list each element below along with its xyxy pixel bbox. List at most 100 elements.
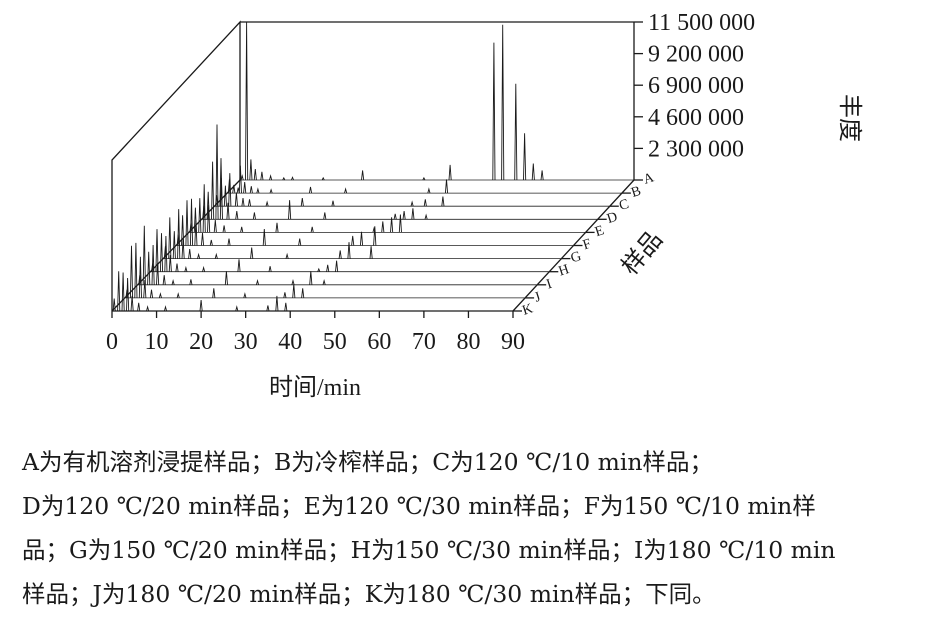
- trace-K: [112, 271, 513, 312]
- trace-peak: [176, 292, 180, 299]
- trace-peak: [155, 229, 159, 272]
- trace-peak: [185, 200, 189, 246]
- trace-B: [227, 165, 622, 194]
- trace-peak: [309, 271, 313, 285]
- trace-peak: [134, 242, 138, 298]
- x-tick-label: 60: [367, 329, 391, 355]
- x-tick-label: 50: [323, 329, 347, 355]
- frame-left-wall: [111, 20, 241, 311]
- trace-peak: [338, 250, 342, 259]
- trace-peak: [285, 252, 289, 259]
- trace-peak: [222, 225, 226, 233]
- trace-peak: [138, 256, 142, 298]
- chromatogram-chart: 0 10 20 30 40 50 60 70 80 90 11 500 000 9 200 000 6…: [106, 10, 863, 401]
- trace-peak: [291, 278, 295, 285]
- trace-peak: [149, 289, 154, 298]
- trace-peak: [237, 259, 241, 272]
- trace-peak: [347, 242, 351, 259]
- trace-peak: [523, 133, 527, 181]
- trace-peak: [121, 272, 125, 312]
- trace-peak: [232, 184, 236, 194]
- trace-peak: [323, 212, 327, 220]
- trace-peak: [265, 200, 269, 207]
- trace-peak: [117, 271, 121, 312]
- trace-peak: [235, 305, 239, 312]
- trace-peak: [240, 226, 244, 233]
- trace-peak: [142, 225, 146, 285]
- sample-tick-label: F: [581, 237, 593, 254]
- sample-axis-title: 样品: [616, 226, 668, 280]
- trace-peak: [151, 244, 155, 285]
- trace-peak: [441, 196, 445, 207]
- trace-peak: [147, 251, 151, 285]
- abundance-axis-title: 丰度: [836, 94, 863, 142]
- trace-F: [176, 198, 574, 246]
- sample-tick-label: J: [533, 290, 543, 306]
- trace-peak: [427, 187, 431, 194]
- trace-peak: [214, 252, 218, 259]
- trace-peak: [531, 163, 535, 181]
- trace-peak: [202, 265, 206, 272]
- trace-peak: [224, 271, 228, 285]
- trace-peak: [171, 278, 175, 285]
- trace-peak: [351, 235, 355, 246]
- x-tick-label: 10: [145, 329, 169, 355]
- trace-peak: [256, 187, 260, 194]
- trace-A: [240, 21, 634, 181]
- trace-peak: [290, 176, 295, 181]
- sample-tick-label: D: [605, 210, 619, 227]
- trace-peak: [164, 235, 168, 272]
- trace-peak: [209, 239, 213, 246]
- abundance-axis: 11 500 000 9 200 000 6 900 000 4 600 000 2 3…: [634, 10, 755, 162]
- trace-peak: [411, 208, 415, 220]
- trace-peak: [202, 184, 206, 233]
- trace-peak: [188, 248, 192, 259]
- abundance-tick-label: 2 300 000: [648, 136, 744, 162]
- trace-peak: [310, 226, 314, 233]
- trace-peak: [373, 226, 377, 246]
- trace-peak: [219, 178, 223, 220]
- trace-peak: [514, 83, 518, 181]
- trace-D: [201, 124, 598, 220]
- trace-peak: [226, 202, 230, 220]
- trace-peak: [143, 279, 147, 298]
- sample-tick-label: G: [569, 249, 583, 266]
- sample-tick-label: B: [630, 184, 644, 201]
- trace-peak: [159, 233, 164, 272]
- trace-peak: [227, 238, 231, 246]
- trace-peak: [269, 174, 273, 181]
- trace-peak: [223, 185, 227, 207]
- trace-peak: [369, 246, 373, 259]
- trace-peak: [393, 213, 397, 220]
- caption-line: D为120 ℃/20 min样品；E为120 ℃/30 min样品；F为150 …: [22, 492, 816, 520]
- trace-peak: [501, 24, 505, 181]
- chart-frame: [111, 20, 635, 312]
- trace-peak: [168, 255, 172, 272]
- trace-peak: [184, 265, 188, 272]
- chromatogram-traces: [112, 21, 634, 312]
- trace-peak: [241, 197, 245, 207]
- trace-peak: [275, 295, 279, 312]
- trace-peak: [260, 171, 264, 181]
- trace-peak: [207, 204, 211, 233]
- trace-peak: [335, 260, 339, 272]
- trace-peak: [424, 213, 428, 220]
- trace-peak: [213, 219, 217, 233]
- trace-peak: [422, 176, 426, 181]
- trace-peak: [129, 245, 134, 298]
- trace-peak: [344, 187, 348, 194]
- trace-peak: [175, 263, 179, 272]
- trace-peak: [326, 264, 330, 272]
- trace-peak: [234, 192, 238, 207]
- trace-peak: [298, 238, 302, 246]
- trace-peak: [177, 209, 181, 259]
- trace-peak: [112, 298, 116, 312]
- trace-peak: [359, 231, 364, 246]
- trace-peak: [253, 168, 257, 181]
- trace-peak: [448, 164, 452, 181]
- trace-peak: [158, 292, 162, 299]
- trace-peak: [162, 275, 166, 285]
- caption-line: 样品；J为180 ℃/20 min样品；K为180 ℃/30 min样品；下同。: [22, 580, 716, 608]
- trace-peak: [275, 222, 279, 233]
- trace-peak: [322, 278, 326, 285]
